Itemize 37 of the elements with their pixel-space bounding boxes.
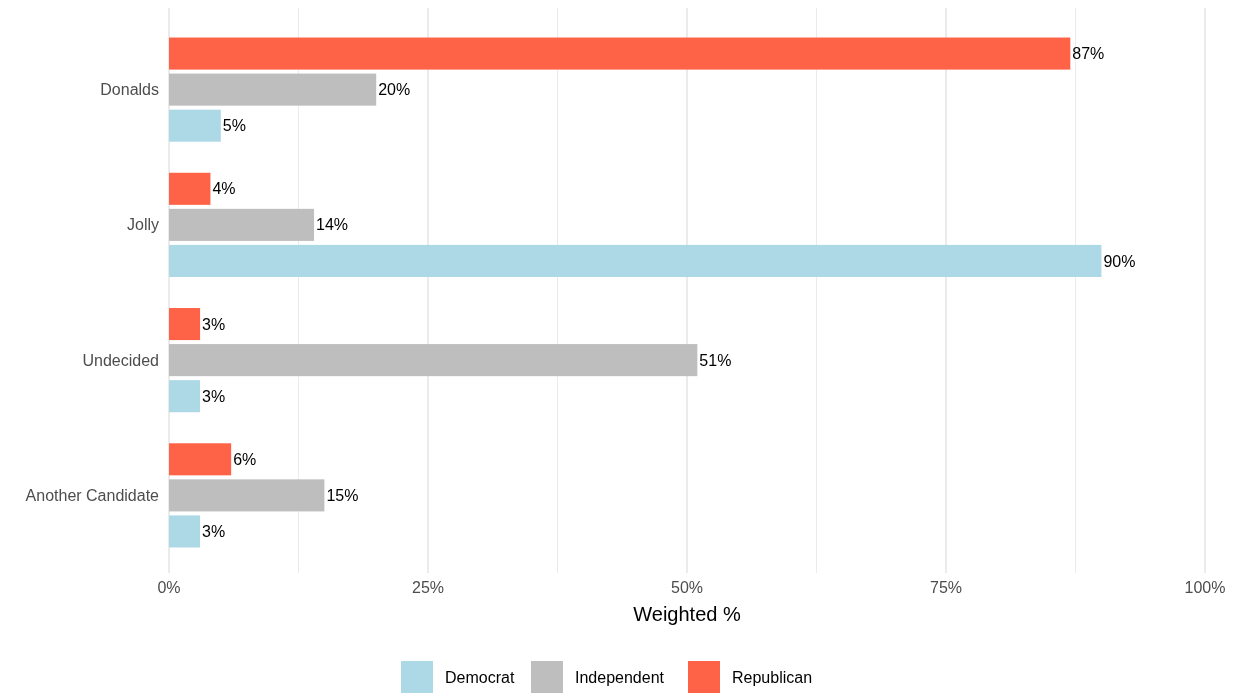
legend-label: Democrat bbox=[445, 668, 515, 686]
bar bbox=[169, 479, 325, 512]
data-label: 20% bbox=[378, 81, 411, 99]
bar bbox=[169, 37, 1071, 70]
bar bbox=[169, 308, 201, 341]
data-label: 90% bbox=[1103, 252, 1136, 270]
bar bbox=[169, 172, 211, 205]
bar bbox=[169, 443, 232, 476]
bar bbox=[169, 73, 377, 106]
bar bbox=[169, 515, 201, 548]
data-label: 3% bbox=[202, 387, 226, 405]
bar bbox=[169, 244, 1102, 277]
x-tick-label: 75% bbox=[929, 579, 963, 596]
x-axis-title: Weighted % bbox=[633, 603, 741, 625]
x-tick-label: 50% bbox=[670, 579, 704, 596]
legend-label: Republican bbox=[732, 668, 813, 686]
legend-label: Independent bbox=[575, 668, 665, 686]
data-label: 4% bbox=[212, 180, 236, 198]
data-label: 14% bbox=[316, 216, 349, 234]
data-label: 51% bbox=[699, 351, 732, 369]
x-tick-label: 25% bbox=[411, 579, 445, 596]
data-label: 6% bbox=[233, 450, 257, 468]
data-label: 5% bbox=[222, 117, 246, 135]
y-tick-label: Donalds bbox=[100, 81, 159, 99]
y-tick-label: Jolly bbox=[126, 216, 159, 234]
data-label: 3% bbox=[202, 315, 226, 333]
bar bbox=[169, 208, 315, 241]
data-label: 15% bbox=[326, 486, 359, 504]
bar bbox=[169, 380, 201, 413]
data-label: 87% bbox=[1072, 45, 1105, 63]
y-tick-label: Another Candidate bbox=[25, 486, 160, 504]
bar bbox=[169, 109, 221, 142]
y-tick-label: Undecided bbox=[82, 351, 159, 369]
data-label: 3% bbox=[202, 523, 226, 541]
bar bbox=[169, 344, 698, 377]
x-tick-label: 0% bbox=[157, 579, 181, 596]
x-tick-label: 100% bbox=[1184, 579, 1226, 596]
